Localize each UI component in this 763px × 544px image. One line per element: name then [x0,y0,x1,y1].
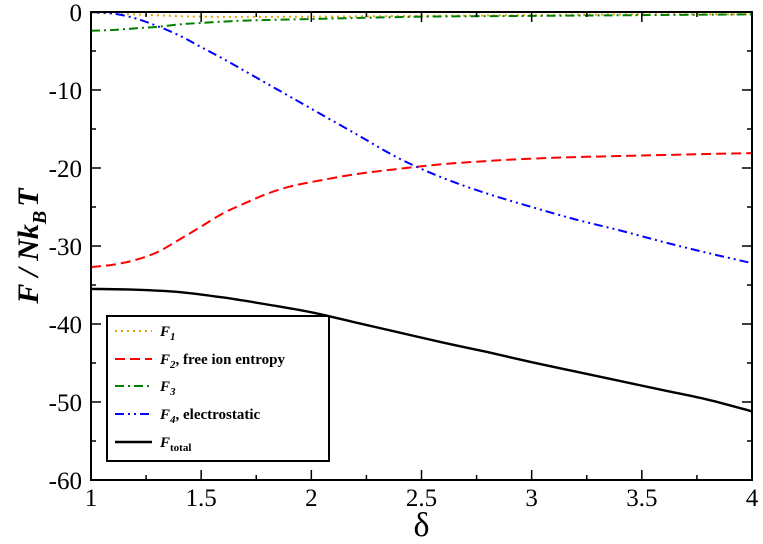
legend-label-main: F [159,435,170,451]
y-tick-label: -30 [49,234,82,261]
legend-label-sub: 4 [169,414,176,426]
legend-label-sub: 2 [169,359,176,371]
y-tick-label: -50 [49,390,82,417]
tick-labels: 1 1.5 2 2.5 3 3.5 4 0 -10 -20 -30 -40 -50 -60 [49,0,759,512]
x-tick-label: 2.5 [406,485,437,512]
x-tick-label: 1 [85,485,98,512]
legend-label-sub: total [170,442,191,454]
legend-label-tail: , free ion entropy [176,352,286,368]
y-axis-title: F / NkBT [12,187,51,305]
legend-label-f4: F4, electrostatic [159,407,261,426]
x-axis-title: δ [413,507,429,544]
x-tick-label: 3 [525,485,538,512]
series-line-f4 [90,11,753,265]
x-tick-label: 2 [305,485,318,512]
legend-label-main: F [159,352,170,368]
series-layer [90,11,753,413]
legend-label-sub: 1 [170,331,176,343]
series-line-f1 [90,11,753,18]
legend-box [106,315,330,462]
x-tick-label: 3.5 [626,485,657,512]
ticks-layer [90,11,753,481]
legend-label-ftotal: Ftotal [159,435,191,454]
legend-label-sub: 3 [169,386,176,398]
x-tick-label: 4 [746,485,759,512]
series-line-f3 [90,13,753,32]
series-line-f2 [90,152,753,269]
legend-label-main: F [159,324,170,340]
series-line-ftotal [90,287,753,413]
x-tick-label: 1.5 [186,485,217,512]
legend-label-f3: F3 [159,379,176,398]
legend-label-main: F [159,379,170,395]
y-tick-label: -20 [49,156,82,183]
legend-label-f1: F1 [159,324,176,343]
legend-label-f2: F2, free ion entropy [159,352,285,371]
y-tick-label: -40 [49,312,82,339]
legend-label-main: F [159,407,170,423]
y-axis-title-tail: T [12,187,45,207]
y-axis-title-main: F / Nk [12,224,45,304]
y-tick-label: 0 [70,0,83,27]
y-axis-title-sub: B [29,211,51,225]
y-tick-label: -60 [49,468,82,495]
legend-label-tail: , electrostatic [176,407,261,423]
y-tick-label: -10 [49,78,82,105]
